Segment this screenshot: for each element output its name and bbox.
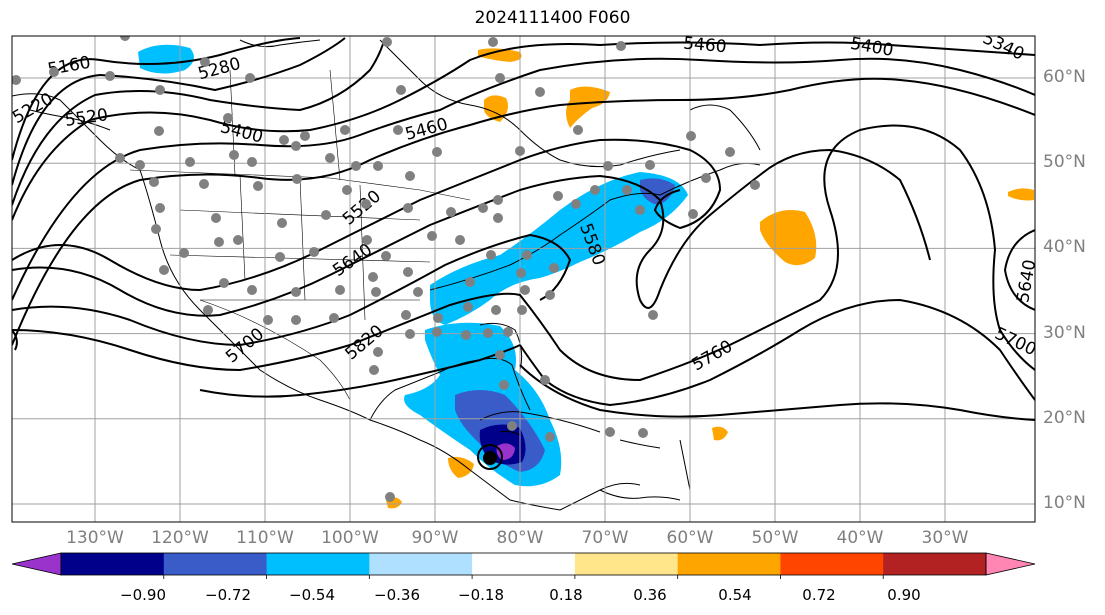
colorbar-frame — [60, 552, 987, 576]
contour-label: 5820 — [341, 321, 387, 364]
station-dots — [12, 36, 760, 502]
colorbar-segment — [61, 553, 165, 575]
contour-label: 5700 — [222, 324, 268, 367]
coastlines — [12, 39, 761, 511]
colorbar-segment — [266, 553, 370, 575]
low-center-contour — [477, 444, 503, 470]
colorbar-segment — [883, 553, 987, 575]
colorbar-under-extension — [11, 552, 62, 576]
longitude-label: 30°W — [921, 528, 969, 548]
contour-label: 5700 — [992, 324, 1040, 360]
colorbar-tick-label: −0.72 — [205, 586, 251, 604]
colorbar-segment — [677, 553, 781, 575]
contour-label: 5640 — [1013, 258, 1040, 304]
colorbar-tick-label: −0.90 — [120, 586, 166, 604]
colorbar-tick-label: −0.36 — [374, 586, 420, 604]
longitude-label: 90°W — [411, 528, 459, 548]
longitude-label: 80°W — [496, 528, 544, 548]
latitude-label: 30°N — [1043, 323, 1086, 343]
colorbar-tick-label: 0.54 — [718, 586, 752, 604]
colorbar-tick-label: −0.18 — [458, 586, 504, 604]
longitude-label: 70°W — [581, 528, 629, 548]
contour-label: 5460 — [682, 34, 727, 58]
colorbar-tick-label: 0.18 — [549, 586, 583, 604]
latitude-label: 40°N — [1043, 237, 1086, 257]
longitude-label: 120°W — [151, 528, 209, 548]
map-frame — [11, 35, 1036, 523]
colorbar-tick-label: 0.90 — [887, 586, 921, 604]
longitude-label: 50°W — [751, 528, 799, 548]
colorbar-segment — [472, 553, 576, 575]
colorbar-over-extension — [985, 552, 1036, 576]
colorbar-tick-label: 0.72 — [802, 586, 836, 604]
longitude-label: 110°W — [236, 528, 294, 548]
colorbar — [11, 552, 1036, 579]
colorbar-segment — [574, 553, 679, 575]
longitude-label: 130°W — [66, 528, 124, 548]
low-center-marker — [483, 451, 497, 465]
colorbar-tick-label: −0.54 — [289, 586, 335, 604]
colorbar-tick-label: 0.36 — [633, 586, 667, 604]
longitude-label: 100°W — [321, 528, 379, 548]
colorbar-segment — [369, 553, 473, 575]
shaded-field — [138, 44, 1034, 509]
latitude-label: 20°N — [1043, 408, 1086, 428]
contour-label: 5400 — [849, 34, 895, 61]
contour-label: 5340 — [979, 28, 1027, 64]
height-contours — [12, 37, 1035, 421]
longitude-label: 40°W — [836, 528, 884, 548]
latitude-label: 10°N — [1043, 493, 1086, 513]
state-borders — [129, 69, 471, 401]
latitude-label: 50°N — [1043, 152, 1086, 172]
map-title: 2024111400 F060 — [474, 8, 631, 28]
latitude-label: 60°N — [1043, 67, 1086, 87]
colorbar-segment — [780, 553, 884, 575]
longitude-label: 60°W — [666, 528, 714, 548]
colorbar-segment — [163, 553, 268, 575]
